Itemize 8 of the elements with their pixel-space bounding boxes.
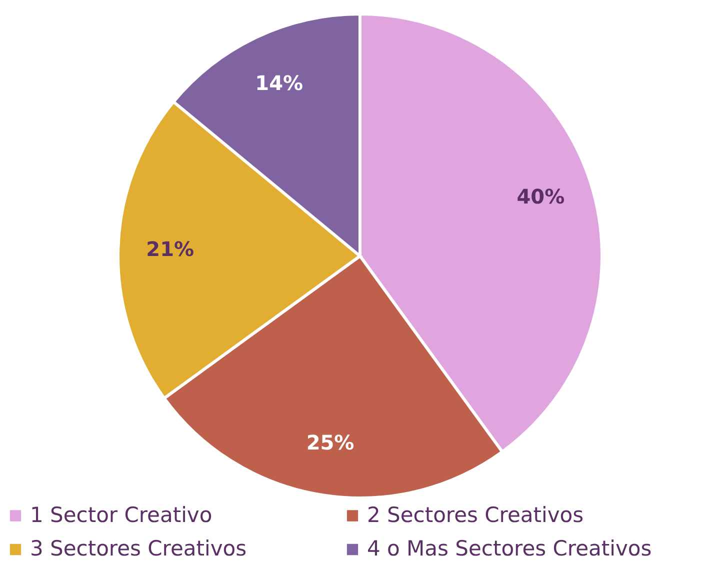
legend-label: 2 Sectores Creativos [367, 502, 584, 527]
data-label: 25% [306, 430, 354, 455]
data-label: 14% [255, 71, 304, 96]
legend-label: 4 o Mas Sectores Creativos [367, 536, 652, 560]
data-label: 40% [516, 184, 565, 208]
legend-label: 3 Sectores Creativos [30, 536, 247, 560]
data-label: 21% [146, 237, 194, 262]
legend-label: 1 Sector Creativo [30, 502, 212, 527]
